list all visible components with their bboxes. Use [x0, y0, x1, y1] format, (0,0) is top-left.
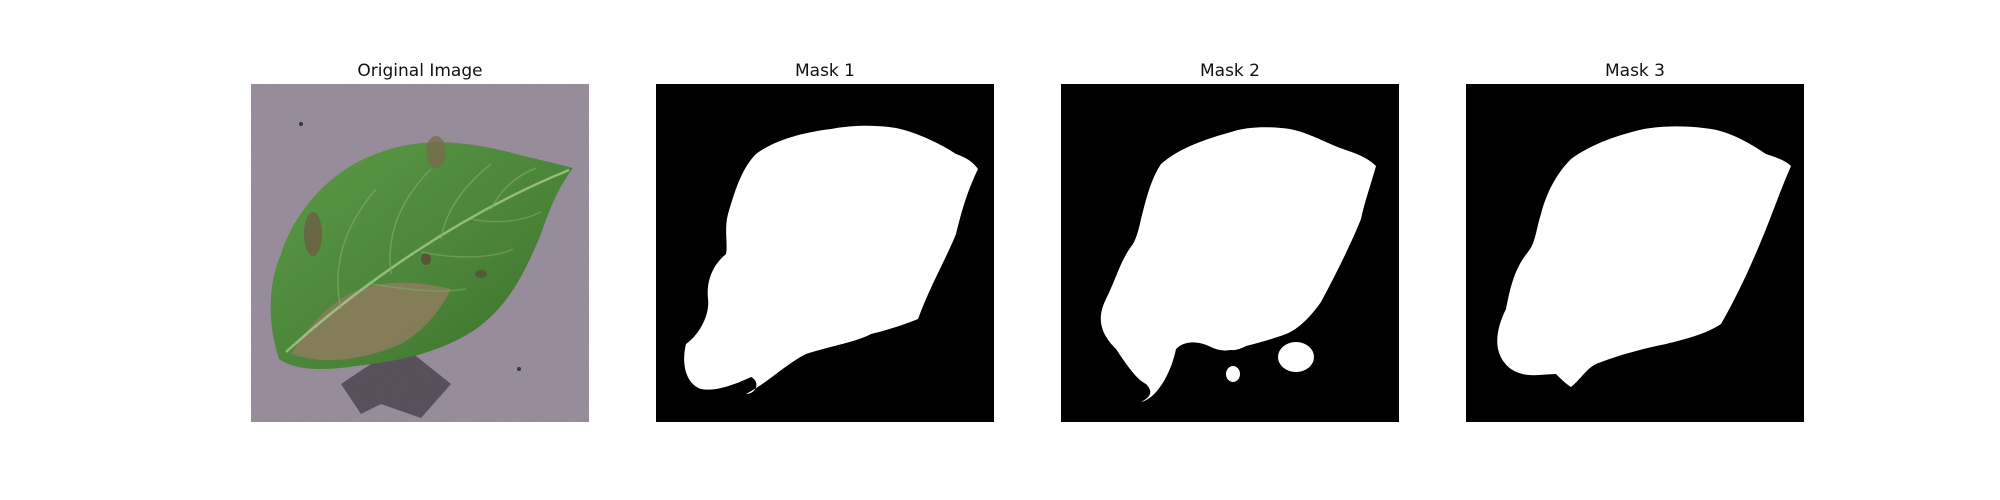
leaf-lesion [291, 282, 451, 361]
mask-1-title: Mask 1 [794, 61, 855, 81]
mask-2-hole [1213, 350, 1249, 378]
leaf-midrib [285, 168, 570, 353]
original-image-title: Original Image [357, 61, 483, 81]
mask-2-region [1100, 127, 1376, 402]
mask-3-region [1497, 126, 1791, 387]
original-image-panel: Original Image [251, 58, 589, 422]
mask-1-region [684, 125, 978, 394]
mask-1-image [656, 84, 994, 422]
mask-3-panel: Mask 3 [1466, 58, 1804, 422]
mask-2-panel: Mask 2 [1061, 58, 1399, 422]
mask-2-image [1061, 84, 1399, 422]
mask-3-title: Mask 3 [1604, 61, 1665, 81]
leaf-shadow [341, 344, 451, 418]
mask-3-image [1466, 84, 1804, 422]
mask-2-blob-small [1226, 366, 1240, 382]
mask-2-blob [1278, 342, 1314, 372]
mask-1-notch [886, 329, 906, 349]
original-image [251, 84, 589, 422]
mask-1-panel: Mask 1 [656, 58, 994, 422]
mask-2-title: Mask 2 [1199, 61, 1260, 81]
